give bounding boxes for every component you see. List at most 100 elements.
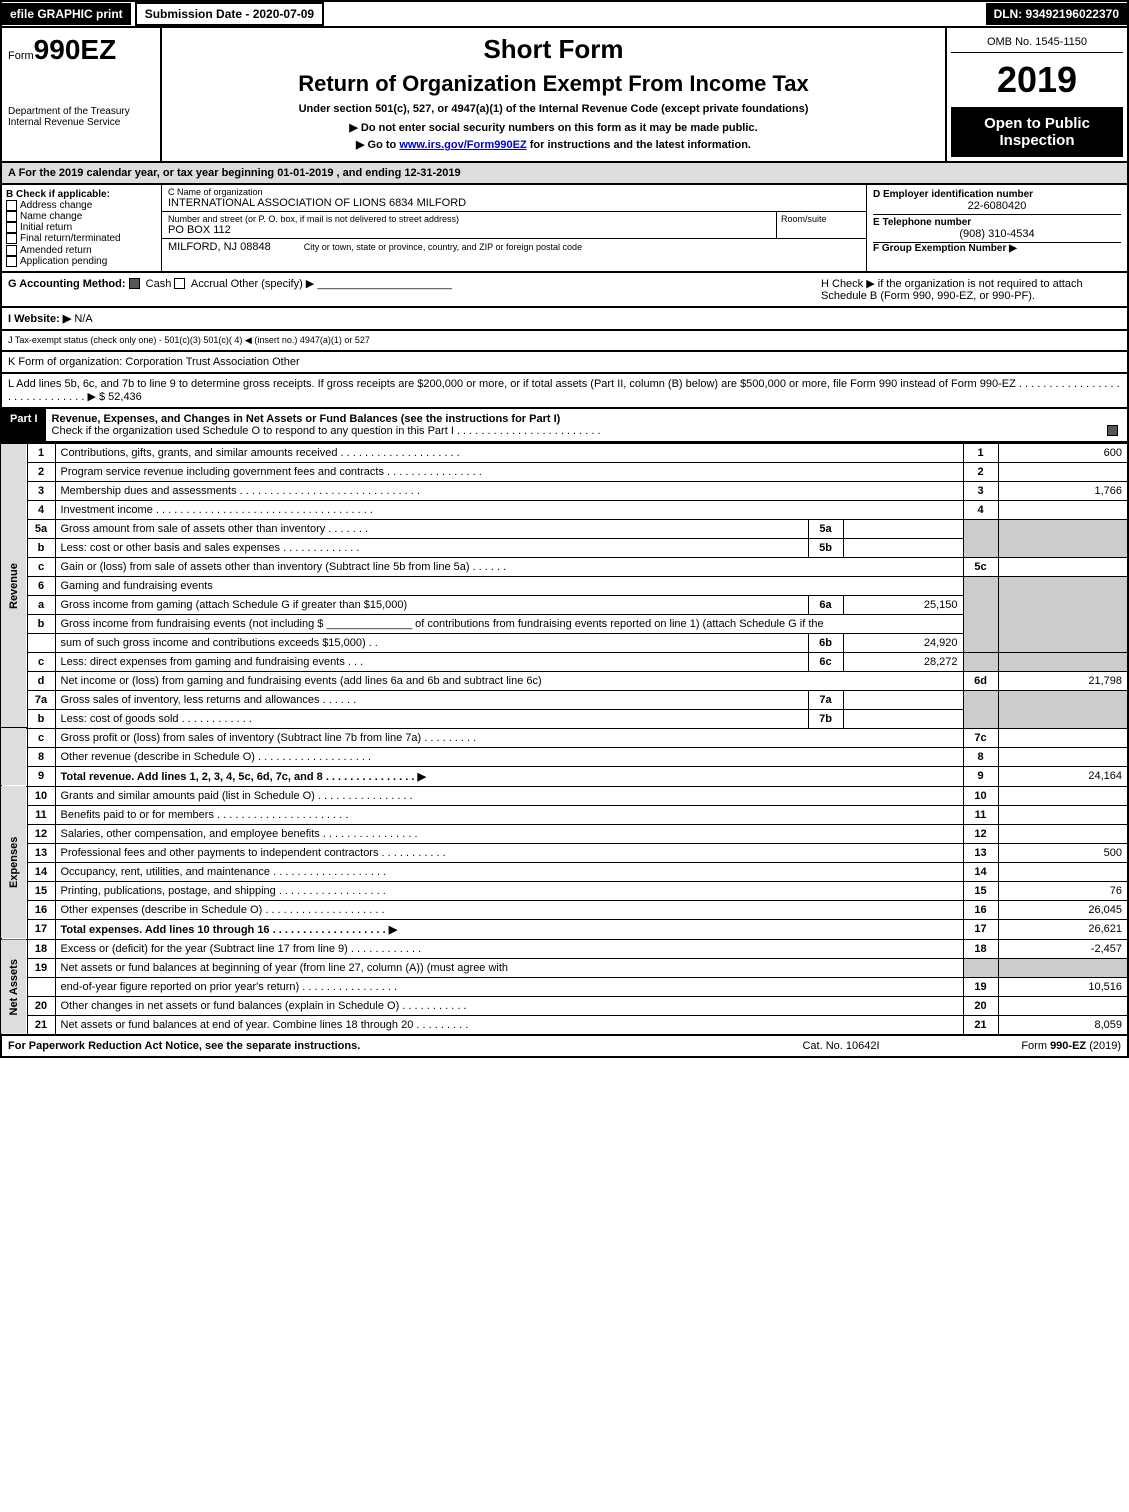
name-change-checkbox[interactable]	[6, 211, 17, 222]
section-a-tax-year: A For the 2019 calendar year, or tax yea…	[0, 163, 1129, 185]
revenue-side-label-cont	[1, 728, 27, 786]
org-info-block: B Check if applicable: Address change Na…	[0, 185, 1129, 273]
line-9-num: 9	[27, 766, 55, 786]
name-change-label: Name change	[20, 211, 82, 222]
pra-notice: For Paperwork Reduction Act Notice, see …	[8, 1040, 741, 1052]
section-g-h-row: G Accounting Method: Cash Accrual Other …	[0, 273, 1129, 308]
cash-label: Cash	[146, 278, 172, 290]
under-section: Under section 501(c), 527, or 4947(a)(1)…	[168, 103, 939, 115]
line-8-refnum: 8	[963, 747, 998, 766]
line-19b-refnum: 19	[963, 977, 998, 996]
line-17-num: 17	[27, 919, 55, 939]
efile-print-button[interactable]: efile GRAPHIC print	[2, 3, 131, 25]
line-19b-value: 10,516	[998, 977, 1128, 996]
line-21-text: Net assets or fund balances at end of ye…	[55, 1015, 963, 1035]
part-1-title: Revenue, Expenses, and Changes in Net As…	[52, 413, 561, 425]
line-12-num: 12	[27, 824, 55, 843]
line-5a-text: Gross amount from sale of assets other t…	[55, 519, 808, 538]
line-2-text: Program service revenue including govern…	[55, 462, 963, 481]
line-6-grey	[963, 576, 998, 652]
line-21-num: 21	[27, 1015, 55, 1035]
open-public-line2: Inspection	[955, 132, 1119, 149]
line-6-text: Gaming and fundraising events	[55, 576, 963, 595]
top-bar: efile GRAPHIC print Submission Date - 20…	[0, 0, 1129, 26]
line-11-value	[998, 805, 1128, 824]
amended-return-checkbox[interactable]	[6, 245, 17, 256]
line-11-text: Benefits paid to or for members . . . . …	[55, 805, 963, 824]
open-public-line1: Open to Public	[955, 115, 1119, 132]
section-i-row: I Website: ▶ N/A	[0, 308, 1129, 331]
line-19-grey-val	[998, 958, 1128, 977]
section-g: G Accounting Method: Cash Accrual Other …	[8, 277, 801, 302]
website-label: I Website: ▶	[8, 313, 71, 325]
line-20-value	[998, 996, 1128, 1015]
org-name-box: C Name of organization INTERNATIONAL ASS…	[162, 185, 866, 212]
revenue-side-label: Revenue	[1, 443, 27, 728]
initial-return-label: Initial return	[20, 222, 72, 233]
right-info-column: D Employer identification number 22-6080…	[867, 185, 1127, 271]
section-b-column: B Check if applicable: Address change Na…	[2, 185, 162, 271]
ein-value: 22-6080420	[873, 200, 1121, 212]
line-2-num: 2	[27, 462, 55, 481]
expenses-side-label: Expenses	[1, 786, 27, 939]
line-14-num: 14	[27, 862, 55, 881]
irs-link[interactable]: www.irs.gov/Form990EZ	[399, 139, 526, 151]
part-1-header-row: Part I Revenue, Expenses, and Changes in…	[0, 409, 1129, 443]
net-assets-side-label: Net Assets	[1, 939, 27, 1035]
accrual-checkbox[interactable]	[174, 278, 185, 289]
line-6a-minival: 25,150	[843, 595, 963, 614]
line-7ab-grey-val	[998, 690, 1128, 728]
ein-label: D Employer identification number	[873, 189, 1121, 200]
dept-treasury: Department of the Treasury	[8, 106, 154, 117]
address-change-checkbox[interactable]	[6, 200, 17, 211]
line-15-num: 15	[27, 881, 55, 900]
line-19-grey	[963, 958, 998, 977]
line-6c-grey	[963, 652, 998, 671]
line-19-num: 19	[27, 958, 55, 977]
line-6d-value: 21,798	[998, 671, 1128, 690]
line-7c-refnum: 7c	[963, 728, 998, 747]
line-18-text: Excess or (deficit) for the year (Subtra…	[55, 939, 963, 958]
line-12-value	[998, 824, 1128, 843]
section-e-box: E Telephone number (908) 310-4534	[873, 215, 1121, 243]
goto-link: ▶ Go to www.irs.gov/Form990EZ for instru…	[168, 138, 939, 151]
schedule-o-checkbox[interactable]	[1107, 425, 1118, 436]
line-5a-mininum: 5a	[808, 519, 843, 538]
form-prefix: Form	[8, 50, 34, 62]
street-row: Number and street (or P. O. box, if mail…	[162, 212, 866, 239]
city-label: City or town, state or province, country…	[304, 242, 582, 252]
cash-checkbox[interactable]	[129, 278, 140, 289]
line-16-refnum: 16	[963, 900, 998, 919]
phone-value: (908) 310-4534	[873, 228, 1121, 240]
line-1-value: 600	[998, 443, 1128, 462]
line-7a-text: Gross sales of inventory, less returns a…	[55, 690, 808, 709]
line-4-num: 4	[27, 500, 55, 519]
app-pending-checkbox[interactable]	[6, 256, 17, 267]
line-4-text: Investment income . . . . . . . . . . . …	[55, 500, 963, 519]
final-return-checkbox[interactable]	[6, 233, 17, 244]
line-7a-num: 7a	[27, 690, 55, 709]
line-14-refnum: 14	[963, 862, 998, 881]
line-6a-num: a	[27, 595, 55, 614]
room-suite-box: Room/suite	[776, 212, 866, 238]
cat-no: Cat. No. 10642I	[741, 1040, 941, 1052]
return-title: Return of Organization Exempt From Incom…	[168, 71, 939, 97]
line-7a-mininum: 7a	[808, 690, 843, 709]
room-label: Room/suite	[777, 212, 866, 226]
line-15-refnum: 15	[963, 881, 998, 900]
section-c-label: C Name of organization	[168, 187, 860, 197]
line-7b-mininum: 7b	[808, 709, 843, 728]
phone-label: E Telephone number	[873, 217, 1121, 228]
line-17-value: 26,621	[998, 919, 1128, 939]
line-6b-text: Gross income from fundraising events (no…	[55, 614, 963, 633]
line-5b-minival	[843, 538, 963, 557]
line-3-refnum: 3	[963, 481, 998, 500]
initial-return-checkbox[interactable]	[6, 222, 17, 233]
line-6b-num: b	[27, 614, 55, 633]
line-1-refnum: 1	[963, 443, 998, 462]
line-6d-text: Net income or (loss) from gaming and fun…	[55, 671, 963, 690]
amended-return-label: Amended return	[20, 245, 92, 256]
line-6a-text: Gross income from gaming (attach Schedul…	[55, 595, 808, 614]
section-c-column: C Name of organization INTERNATIONAL ASS…	[162, 185, 867, 271]
part-1-desc: Revenue, Expenses, and Changes in Net As…	[46, 409, 1127, 441]
